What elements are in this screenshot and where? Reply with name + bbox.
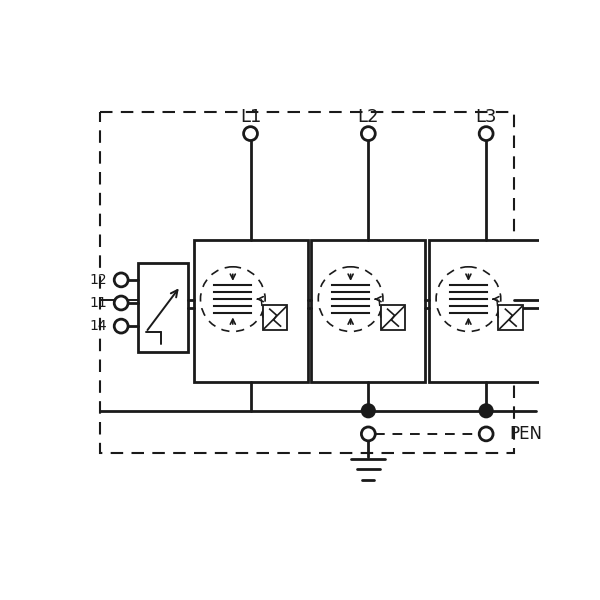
Text: L1: L1 <box>240 107 261 125</box>
Text: L2: L2 <box>358 107 379 125</box>
Text: 12: 12 <box>89 273 107 287</box>
Circle shape <box>114 296 128 310</box>
Text: PEN: PEN <box>509 425 542 443</box>
Circle shape <box>362 404 374 417</box>
Bar <box>100 112 514 453</box>
Circle shape <box>318 267 383 331</box>
Circle shape <box>361 427 375 441</box>
Text: 14: 14 <box>89 319 107 333</box>
Circle shape <box>480 404 493 417</box>
Bar <box>429 240 543 382</box>
Text: L3: L3 <box>475 107 497 125</box>
Circle shape <box>361 127 375 140</box>
Bar <box>263 305 287 330</box>
Circle shape <box>479 427 493 441</box>
Bar <box>311 240 425 382</box>
Circle shape <box>436 267 501 331</box>
Circle shape <box>200 267 265 331</box>
Circle shape <box>114 319 128 333</box>
Text: 11: 11 <box>89 296 107 310</box>
Bar <box>380 305 405 330</box>
Circle shape <box>114 273 128 287</box>
Circle shape <box>244 127 257 140</box>
Bar <box>138 263 188 352</box>
Bar <box>499 305 523 330</box>
Circle shape <box>479 127 493 140</box>
Bar <box>194 240 308 382</box>
